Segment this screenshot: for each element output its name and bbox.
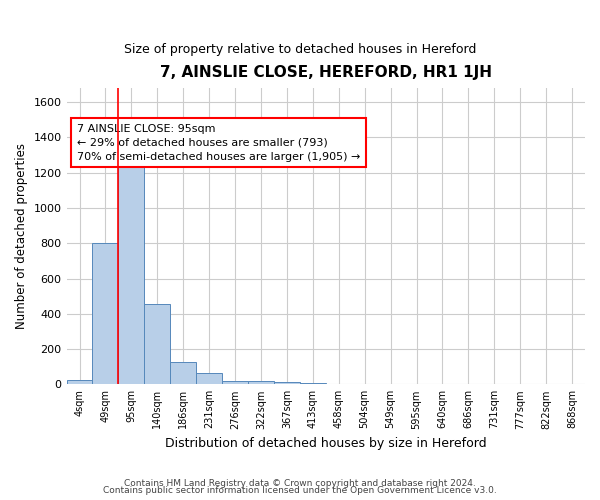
Y-axis label: Number of detached properties: Number of detached properties	[15, 143, 28, 329]
Bar	[300, 383, 326, 384]
Bar	[248, 381, 274, 384]
Bar	[170, 362, 196, 384]
X-axis label: Distribution of detached houses by size in Hereford: Distribution of detached houses by size …	[165, 437, 487, 450]
Bar	[196, 373, 222, 384]
Title: 7, AINSLIE CLOSE, HEREFORD, HR1 1JH: 7, AINSLIE CLOSE, HEREFORD, HR1 1JH	[160, 65, 492, 80]
Bar	[222, 381, 248, 384]
Text: Contains public sector information licensed under the Open Government Licence v3: Contains public sector information licen…	[103, 486, 497, 495]
Text: Size of property relative to detached houses in Hereford: Size of property relative to detached ho…	[124, 42, 476, 56]
Bar	[67, 380, 92, 384]
Bar	[118, 165, 145, 384]
Text: Contains HM Land Registry data © Crown copyright and database right 2024.: Contains HM Land Registry data © Crown c…	[124, 478, 476, 488]
Bar	[145, 304, 170, 384]
Bar	[274, 382, 300, 384]
Bar	[92, 244, 118, 384]
Text: 7 AINSLIE CLOSE: 95sqm
← 29% of detached houses are smaller (793)
70% of semi-de: 7 AINSLIE CLOSE: 95sqm ← 29% of detached…	[77, 124, 360, 162]
